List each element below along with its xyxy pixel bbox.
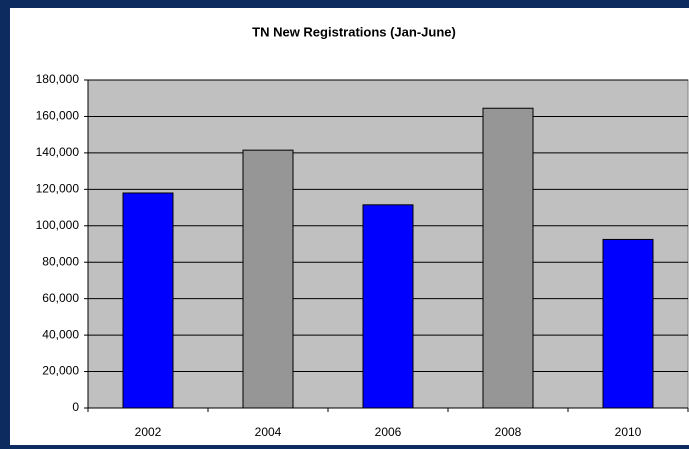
y-tick-label: 20,000 [42,364,79,378]
x-tick-label: 2008 [495,425,522,439]
bar [482,107,534,409]
y-tick-label: 140,000 [36,145,80,159]
y-tick-label: 80,000 [42,254,79,268]
bar [122,192,174,409]
y-tick-label: 60,000 [42,291,79,305]
y-tick-label: 160,000 [36,109,80,123]
bar [242,149,294,409]
x-tick-label: 2002 [135,425,162,439]
y-tick-label: 180,000 [36,72,80,86]
y-tick-label: 100,000 [36,218,80,232]
bar [362,204,414,409]
bar [602,238,654,409]
x-tick-label: 2010 [615,425,642,439]
x-tick-label: 2004 [255,425,282,439]
y-tick-label: 40,000 [42,327,79,341]
y-tick-label: 120,000 [36,182,80,196]
x-tick-label: 2006 [375,425,402,439]
y-tick-label: 0 [72,400,79,414]
chart-title: TN New Registrations (Jan-June) [252,24,456,39]
